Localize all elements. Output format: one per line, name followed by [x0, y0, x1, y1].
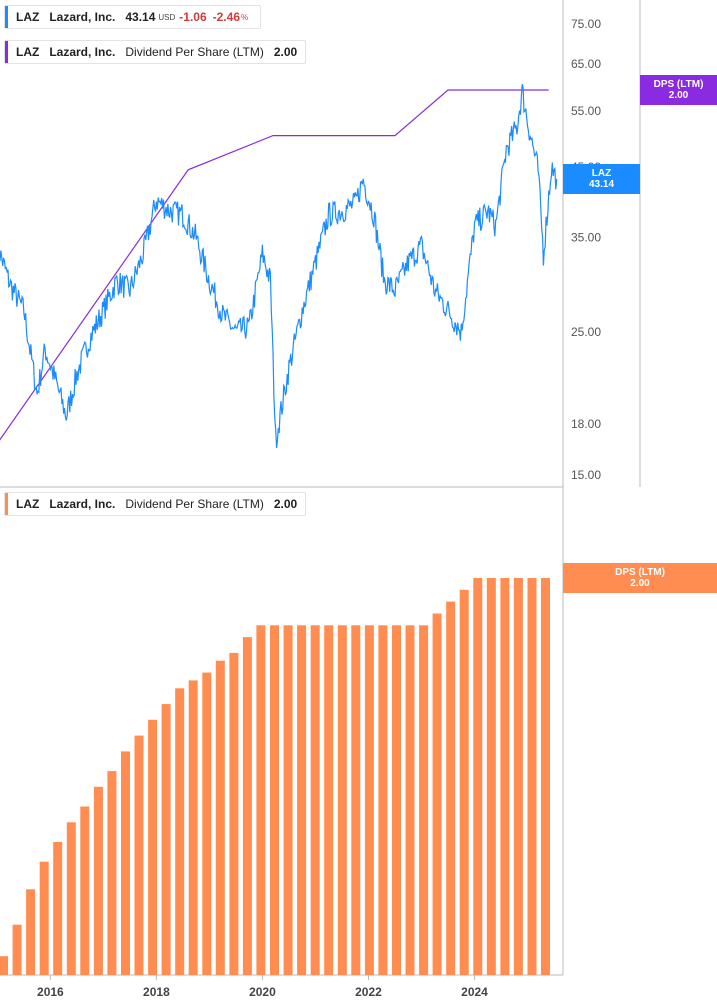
dps-bar: [188, 680, 198, 975]
dps-bar: [53, 842, 63, 975]
date-tick-label: 2022: [355, 985, 382, 999]
dps-bar: [242, 637, 252, 975]
dps-bar: [229, 652, 239, 975]
laz-price-tag-label: LAZ: [591, 168, 612, 179]
legend-dps-bottom-metric: Dividend Per Share (LTM): [125, 497, 264, 511]
price-tick-label: 75.00: [571, 17, 601, 31]
price-tick-label: 18.00: [571, 417, 601, 431]
dps-bar: [39, 861, 49, 975]
laz-price-tag-value: 43.14: [588, 179, 615, 190]
legend-price-value: 43.14: [125, 10, 156, 24]
dps-bar: [12, 924, 22, 975]
dps-bar: [80, 806, 90, 975]
dps-bar: [270, 625, 279, 975]
dps-line-series: [0, 89, 549, 441]
dps-bar: [500, 578, 510, 975]
legend-price-change: -1.06: [179, 10, 207, 24]
dps-bar: [527, 578, 537, 975]
dps-bar: [337, 625, 347, 975]
legend-dps-bottom[interactable]: LAZ Lazard, Inc. Dividend Per Share (LTM…: [4, 492, 307, 516]
price-line-series: [0, 84, 558, 449]
dps-bottom-tag-label: DPS (LTM): [615, 567, 665, 578]
dps-bar: [107, 771, 117, 975]
dps-bar: [446, 601, 456, 975]
dps-bar: [256, 625, 266, 975]
dps-bar: [283, 625, 293, 975]
dps-bar: [513, 578, 523, 975]
legend-price-currency: USD: [158, 12, 176, 22]
laz-price-tag: LAZ 43.14: [563, 164, 640, 194]
date-axis-labels: 2016 2018 2020 2022 2024: [37, 975, 488, 999]
legend-dps-top-metric: Dividend Per Share (LTM): [125, 45, 264, 59]
dps-bar: [432, 613, 442, 975]
date-tick-label: 2016: [37, 985, 64, 999]
price-tick-label: 25.00: [571, 325, 601, 339]
dps-bar: [364, 625, 374, 975]
dps-bar: [26, 889, 36, 975]
dps-bar: [93, 786, 103, 975]
dps-bottom-tag: DPS (LTM) 2.00: [563, 563, 717, 593]
legend-dps-top-value: 2.00: [273, 45, 298, 59]
legend-dps-bottom-ticker: LAZ: [16, 497, 40, 511]
dps-bar: [148, 719, 158, 975]
dps-bar: [419, 625, 429, 975]
dps-bar: [202, 672, 212, 975]
dps-bar: [473, 578, 483, 975]
legend-price[interactable]: LAZ Lazard, Inc. 43.14 USD -1.06 -2.46 %: [4, 5, 262, 29]
legend-price-swatch: [5, 6, 8, 28]
dps-bar: [486, 578, 496, 975]
dps-bar: [405, 625, 415, 975]
dps-bar: [0, 956, 8, 975]
dps-bar: [121, 751, 130, 975]
dps-top-tag-value: 2.00: [668, 90, 689, 101]
legend-dps-top-ticker: LAZ: [16, 45, 40, 59]
dps-bar: [378, 625, 388, 975]
dps-bar: [541, 578, 550, 975]
dps-bar: [310, 625, 320, 975]
price-tick-label: 35.00: [571, 231, 601, 245]
dps-bar: [459, 589, 469, 975]
date-tick-label: 2020: [249, 985, 276, 999]
dps-bar-series: [0, 578, 550, 975]
legend-price-pct-sign: %: [241, 12, 249, 22]
dps-bar: [175, 688, 185, 975]
dps-bar: [215, 660, 225, 975]
legend-price-company: Lazard, Inc.: [49, 10, 116, 24]
legend-dps-top[interactable]: LAZ Lazard, Inc. Dividend Per Share (LTM…: [4, 40, 307, 64]
date-tick-label: 2018: [143, 985, 170, 999]
price-tick-label: 15.00: [571, 468, 601, 482]
dps-bar: [351, 625, 361, 975]
dps-bar: [161, 704, 171, 975]
dps-bar: [392, 625, 401, 975]
legend-price-ticker: LAZ: [16, 10, 40, 24]
date-tick-label: 2024: [461, 985, 488, 999]
price-tick-label: 65.00: [571, 57, 601, 71]
dps-bar: [297, 625, 307, 975]
legend-dps-bottom-company: Lazard, Inc.: [49, 497, 116, 511]
dps-top-tag-label: DPS (LTM): [653, 79, 704, 90]
dps-bottom-tag-value: 2.00: [630, 578, 650, 589]
legend-dps-bottom-value: 2.00: [273, 497, 298, 511]
dps-top-tag: DPS (LTM) 2.00: [640, 75, 717, 105]
dps-bar: [66, 822, 76, 975]
legend-dps-bottom-swatch: [5, 493, 8, 515]
legend-price-change-pct: -2.46: [212, 10, 240, 24]
price-tick-label: 55.00: [571, 104, 601, 118]
dps-bar: [324, 625, 334, 975]
legend-dps-top-swatch: [5, 41, 8, 63]
legend-dps-top-company: Lazard, Inc.: [49, 45, 116, 59]
dps-bar: [134, 735, 144, 975]
